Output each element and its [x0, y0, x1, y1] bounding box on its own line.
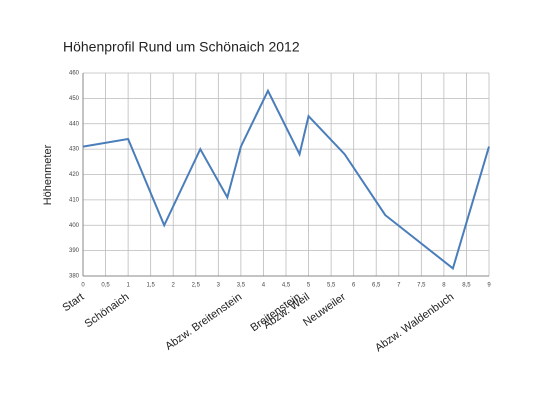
x-tick-label: 1,5 — [146, 283, 155, 289]
x-tick-label: 2 — [172, 283, 176, 289]
y-tick-label: 400 — [69, 223, 80, 229]
x-tick-label: 6 — [352, 283, 356, 289]
x-tick-label: 2,5 — [192, 283, 201, 289]
x-tick-label: 4 — [262, 283, 266, 289]
y-axis-label: Höhenmeter — [42, 144, 54, 205]
x-tick-label: 7,5 — [417, 283, 426, 289]
x-tick-label: 1 — [126, 283, 130, 289]
y-tick-label: 420 — [69, 172, 80, 178]
x-tick-label: 4,5 — [282, 283, 291, 289]
annotation: Abzw. Breitenstein — [163, 291, 244, 353]
x-tick-label: 0 — [81, 283, 85, 289]
y-tick-label: 390 — [69, 248, 80, 254]
x-tick-label: 0,5 — [101, 283, 110, 289]
x-tick-label: 3 — [217, 283, 221, 289]
x-tick-label: 9 — [487, 283, 491, 289]
annotation: Schönaich — [83, 291, 132, 330]
x-tick-label: 8 — [442, 283, 446, 289]
chart-title: Höhenprofil Rund um Schönaich 2012 — [63, 39, 300, 55]
line-series — [82, 88, 490, 271]
y-tick-label: 460 — [69, 71, 80, 77]
y-tick-label: 410 — [69, 197, 80, 203]
x-tick-label: 7 — [397, 283, 401, 289]
y-tick-label: 440 — [69, 121, 80, 127]
x-tick-label: 8,5 — [462, 283, 471, 289]
x-tick-label: 5,5 — [327, 283, 336, 289]
y-tick-label: 380 — [69, 274, 80, 280]
x-tick-label: 5 — [307, 283, 311, 289]
y-tick-label: 430 — [69, 147, 80, 153]
annotation: Abzw. Waldenbuch — [373, 291, 456, 354]
annotation: Start — [60, 291, 86, 314]
x-tick-label: 3,5 — [237, 283, 246, 289]
y-tick-label: 450 — [69, 96, 80, 102]
x-tick-label: 6,5 — [372, 283, 381, 289]
